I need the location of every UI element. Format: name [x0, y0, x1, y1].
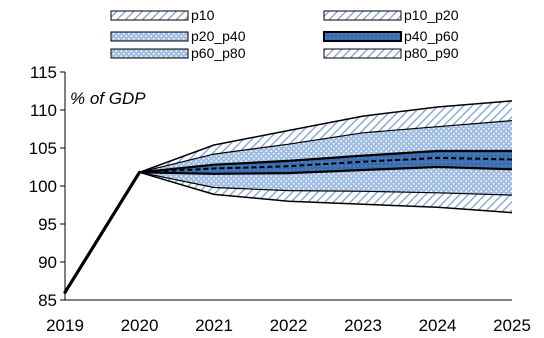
x-tick-label: 2024	[419, 316, 457, 335]
line-p80	[139, 120, 513, 173]
band-p60_p80	[139, 120, 512, 173]
x-tick-label: 2025	[493, 316, 531, 335]
legend-label-p40_p60: p40_p60	[404, 28, 459, 44]
band-p10_p20	[139, 172, 512, 213]
legend-label-p80_p90: p80_p90	[404, 45, 459, 61]
line-p20	[139, 171, 513, 196]
legend-label-p10: p10	[191, 7, 215, 23]
units-annotation: % of GDP	[70, 89, 146, 108]
legend-swatch-p60_p80	[110, 48, 189, 59]
y-tick-label: 115	[30, 63, 57, 82]
legend-item-p80_p90: p80_p90	[323, 45, 459, 61]
y-tick-label: 100	[29, 177, 57, 196]
y-tick-label: 85	[38, 291, 57, 310]
x-tick-label: 2019	[46, 316, 84, 335]
band-p40_p60	[139, 151, 512, 174]
line-p90	[139, 100, 513, 174]
legend: p10 p10_p20 p20_p40 p40_p60 p60_p80 p80_…	[110, 7, 459, 61]
legend-label-p20_p40: p20_p40	[191, 28, 246, 44]
x-tick-label: 2023	[344, 316, 382, 335]
axes	[60, 71, 512, 301]
x-tick-label: 2022	[270, 316, 308, 335]
legend-item-p40_p60: p40_p60	[323, 28, 459, 44]
legend-swatch-p10_p20	[323, 10, 402, 21]
legend-swatch-p20_p40	[110, 31, 189, 42]
line-history	[63, 170, 142, 294]
band-p80_p90	[139, 100, 512, 173]
legend-swatch-p10	[110, 10, 189, 21]
legend-label-p10_p20: p10_p20	[404, 7, 459, 23]
legend-label-p60_p80: p60_p80	[191, 45, 246, 61]
y-tick-label: 110	[30, 101, 57, 120]
legend-item-p10: p10	[110, 7, 215, 23]
legend-item-p20_p40: p20_p40	[110, 28, 246, 44]
fan-bands	[139, 100, 512, 213]
y-tick-labels: 85 90 95 100 105 110 115	[29, 63, 57, 310]
y-tick-label: 95	[38, 215, 57, 234]
y-tick-label: 90	[38, 253, 57, 272]
legend-item-p10_p20: p10_p20	[323, 7, 459, 23]
legend-swatch-p40_p60	[323, 31, 402, 42]
legend-swatch-p80_p90	[323, 48, 402, 59]
line-p50	[139, 156, 513, 174]
y-tick-label: 105	[29, 139, 57, 158]
x-tick-labels: 2019 2020 2021 2022 2023 2024 2025	[46, 316, 531, 335]
line-p10	[139, 171, 513, 214]
line-p40	[139, 165, 513, 175]
line-p60	[139, 149, 512, 174]
x-tick-label: 2021	[195, 316, 233, 335]
legend-item-p60_p80: p60_p80	[110, 45, 246, 61]
x-tick-label: 2020	[121, 316, 159, 335]
fan-lines	[63, 100, 513, 294]
